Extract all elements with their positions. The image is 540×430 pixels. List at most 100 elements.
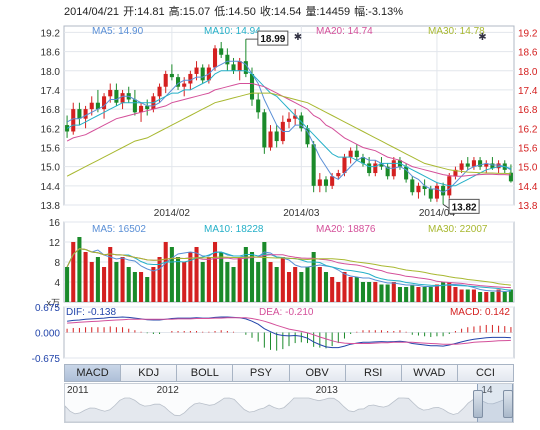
price-ma-line-ma10 <box>66 70 512 187</box>
quote-low: 低:14.50 <box>214 6 256 18</box>
event-marker-icon: ✱ <box>294 32 302 43</box>
candle-body <box>508 172 513 182</box>
candle-body <box>102 96 107 110</box>
candle-body <box>434 185 439 199</box>
candle-body <box>286 118 292 122</box>
volume-bar <box>465 289 470 302</box>
tab-cci[interactable]: CCI <box>457 364 514 382</box>
volume-bar <box>102 267 107 302</box>
volume-bar <box>342 272 347 302</box>
quote-open: 开:14.81 <box>123 6 165 18</box>
candle-body <box>428 189 433 199</box>
tab-obv[interactable]: OBV <box>289 364 346 382</box>
volume-bar <box>114 262 119 302</box>
volume-bar <box>249 252 255 302</box>
navigator-left-handle[interactable] <box>473 390 484 418</box>
volume-bar <box>231 267 236 302</box>
price-tick-right: 13.8 <box>518 201 538 212</box>
volume-bar <box>336 282 341 302</box>
volume-bar <box>274 267 279 302</box>
navigator-year: 2013 <box>315 385 338 396</box>
candle-body <box>305 128 310 145</box>
volume-bar <box>286 272 292 302</box>
time-navigator[interactable]: 2011 2012 2013 14 <box>64 383 514 423</box>
price-ma-legend: MA10: 14.94 <box>204 26 261 37</box>
stock-chart[interactable]: 19.2 19.2 18.6 18.6 18.0 18.0 17.4 17.4 16.8 16.8… <box>0 0 540 362</box>
candle-body <box>459 163 464 170</box>
volume-bar <box>397 287 402 302</box>
volume-bar <box>385 284 390 302</box>
navigator-right-handle[interactable] <box>503 390 513 418</box>
candle-body <box>225 54 230 65</box>
candle-body <box>379 163 384 167</box>
candle-body <box>249 73 255 100</box>
volume-bar <box>410 284 415 302</box>
volume-bar <box>132 272 137 302</box>
price-tick-left: 16.2 <box>41 124 61 135</box>
volume-bar <box>157 257 162 302</box>
quote-change: 幅:-3.13% <box>354 6 404 18</box>
candle-body <box>231 64 236 71</box>
candle-body <box>336 173 341 177</box>
candle-body <box>360 157 366 164</box>
price-tick-left: 15.0 <box>41 163 61 174</box>
quote-high: 高:15.07 <box>168 6 211 18</box>
candle-body <box>410 179 415 193</box>
price-tick-right: 18.0 <box>518 67 538 78</box>
price-tick-right: 15.6 <box>518 143 538 154</box>
volume-bar <box>323 272 329 302</box>
candle-body <box>422 185 427 190</box>
volume-bar <box>453 287 458 302</box>
volume-bar <box>89 262 94 302</box>
tab-psy[interactable]: PSY <box>233 364 290 382</box>
price-tick-left: 15.6 <box>41 143 61 154</box>
volume-bar <box>182 262 187 302</box>
tab-wvad[interactable]: WVAD <box>401 364 458 382</box>
candle-body <box>182 83 187 87</box>
candle-body <box>219 48 224 55</box>
candle-body <box>490 163 495 169</box>
price-tick-left: 17.4 <box>41 86 61 97</box>
candle-body <box>83 109 88 119</box>
volume-bar <box>354 277 359 302</box>
volume-bar <box>268 262 273 302</box>
candle-body <box>342 157 347 174</box>
x-tick-label: 2014/04 <box>419 208 456 219</box>
volume-bar <box>434 284 439 302</box>
navigator-year: 2012 <box>156 385 179 396</box>
tab-rsi[interactable]: RSI <box>345 364 402 382</box>
price-tick-right: 16.8 <box>518 105 538 116</box>
volume-bar <box>360 282 366 302</box>
volume-bar <box>367 282 372 302</box>
volume-bar <box>71 242 76 302</box>
tab-macd[interactable]: MACD <box>64 364 122 382</box>
volume-ma-legend: MA20: 18876 <box>316 224 376 235</box>
volume-bar <box>404 287 409 302</box>
price-tick-right: 14.4 <box>518 182 538 193</box>
price-tick-right: 17.4 <box>518 86 538 97</box>
tab-kdj[interactable]: KDJ <box>121 364 178 382</box>
volume-bar <box>502 292 507 302</box>
volume-bar <box>447 282 452 302</box>
x-tick-label: 2014/03 <box>283 208 320 219</box>
macd-dea-line <box>67 317 511 345</box>
volume-bar <box>496 289 501 302</box>
volume-bar <box>163 242 168 302</box>
volume-bar <box>188 252 193 302</box>
candle-body <box>194 67 199 74</box>
candle-body <box>496 163 501 169</box>
volume-bar <box>212 242 218 302</box>
candle-body <box>157 86 162 97</box>
price-ma-legend: MA20: 14.74 <box>316 26 373 37</box>
candle-body <box>478 160 483 167</box>
price-tick-right: 19.2 <box>518 28 538 39</box>
tab-boll[interactable]: BOLL <box>177 364 234 382</box>
candle-body <box>71 109 76 132</box>
quote-date: 2014/04/21 <box>64 6 120 18</box>
indicator-tabs: MACD KDJ BOLL PSY OBV RSI WVAD CCI <box>64 364 514 382</box>
navigator-year: 2011 <box>67 385 89 396</box>
candle-body <box>268 131 273 148</box>
candle-body <box>176 77 181 87</box>
candle-body <box>274 131 279 142</box>
candle-body <box>465 163 470 167</box>
